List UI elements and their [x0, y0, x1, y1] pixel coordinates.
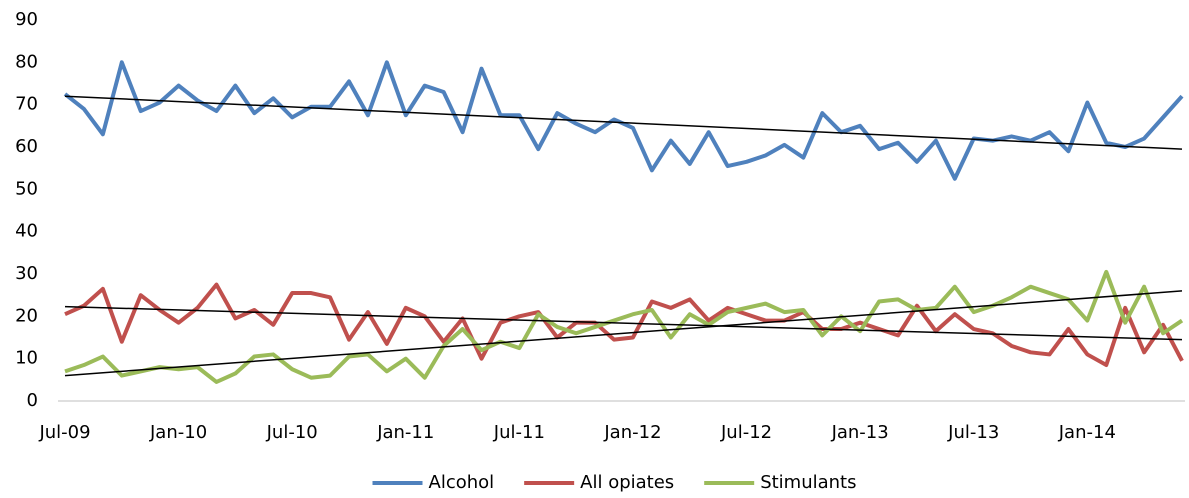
trend-line — [64, 290, 1183, 377]
x-tick-label: Jan-14 — [1058, 422, 1116, 443]
x-tick-label: Jul-10 — [266, 422, 318, 443]
y-tick-label: 0 — [27, 390, 38, 411]
y-tick-label: 50 — [15, 178, 38, 199]
x-tick-label: Jan-10 — [149, 422, 207, 443]
y-tick-label: 10 — [15, 348, 38, 369]
legend-label: Stimulants — [760, 472, 856, 493]
x-tick-label: Jul-09 — [38, 422, 90, 443]
trend-line — [64, 305, 1183, 341]
x-tick-label: Jul-12 — [720, 422, 772, 443]
y-tick-label: 30 — [15, 263, 38, 284]
legend-label: Alcohol — [429, 472, 495, 493]
series-line — [64, 269, 1184, 384]
x-tick-label: Jan-12 — [603, 422, 661, 443]
legend-label: All opiates — [580, 472, 674, 493]
y-tick-label: 60 — [15, 136, 38, 157]
x-tick-label: Jul-11 — [493, 422, 545, 443]
x-tick-label: Jan-13 — [831, 422, 889, 443]
x-tick-label: Jan-11 — [376, 422, 434, 443]
y-tick-label: 40 — [15, 221, 38, 242]
legend: Alcohol All opiates Stimulants — [372, 472, 857, 493]
y-tick-label: 20 — [15, 305, 38, 326]
x-tick-label: Jul-13 — [947, 422, 999, 443]
trend-line — [64, 95, 1183, 150]
series-line — [63, 60, 1184, 181]
y-tick-label: 80 — [15, 51, 38, 72]
y-tick-label: 90 — [15, 9, 38, 30]
y-tick-label: 70 — [15, 94, 38, 115]
